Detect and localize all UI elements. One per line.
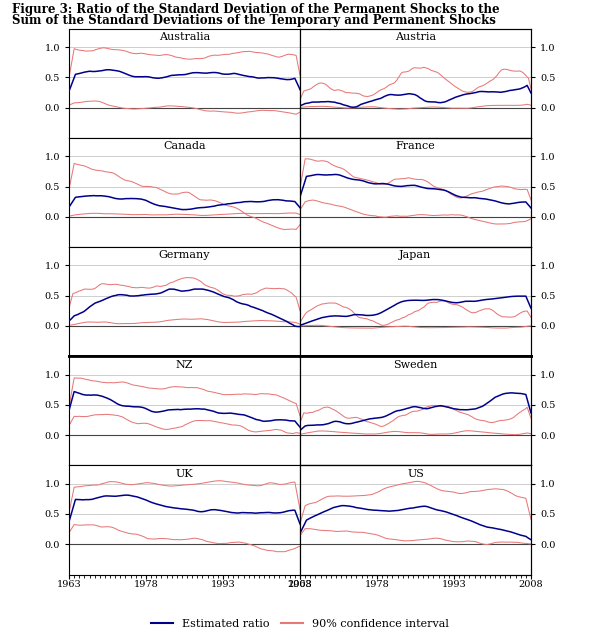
Legend: Estimated ratio, 90% confidence interval: Estimated ratio, 90% confidence interval [147,614,453,633]
Text: Japan: Japan [400,250,431,261]
Text: Figure 3: Ratio of the Standard Deviation of the Permanent Shocks to the: Figure 3: Ratio of the Standard Deviatio… [12,3,500,16]
Text: Sum of the Standard Deviations of the Temporary and Permanent Shocks: Sum of the Standard Deviations of the Te… [12,14,496,27]
Text: Australia: Australia [159,32,210,42]
Text: NZ: NZ [176,360,193,370]
Text: Canada: Canada [163,141,206,152]
Text: France: France [395,141,436,152]
Text: US: US [407,469,424,479]
Text: Austria: Austria [395,32,436,42]
Text: UK: UK [176,469,193,479]
Text: Sweden: Sweden [394,360,437,370]
Text: Germany: Germany [159,250,210,261]
